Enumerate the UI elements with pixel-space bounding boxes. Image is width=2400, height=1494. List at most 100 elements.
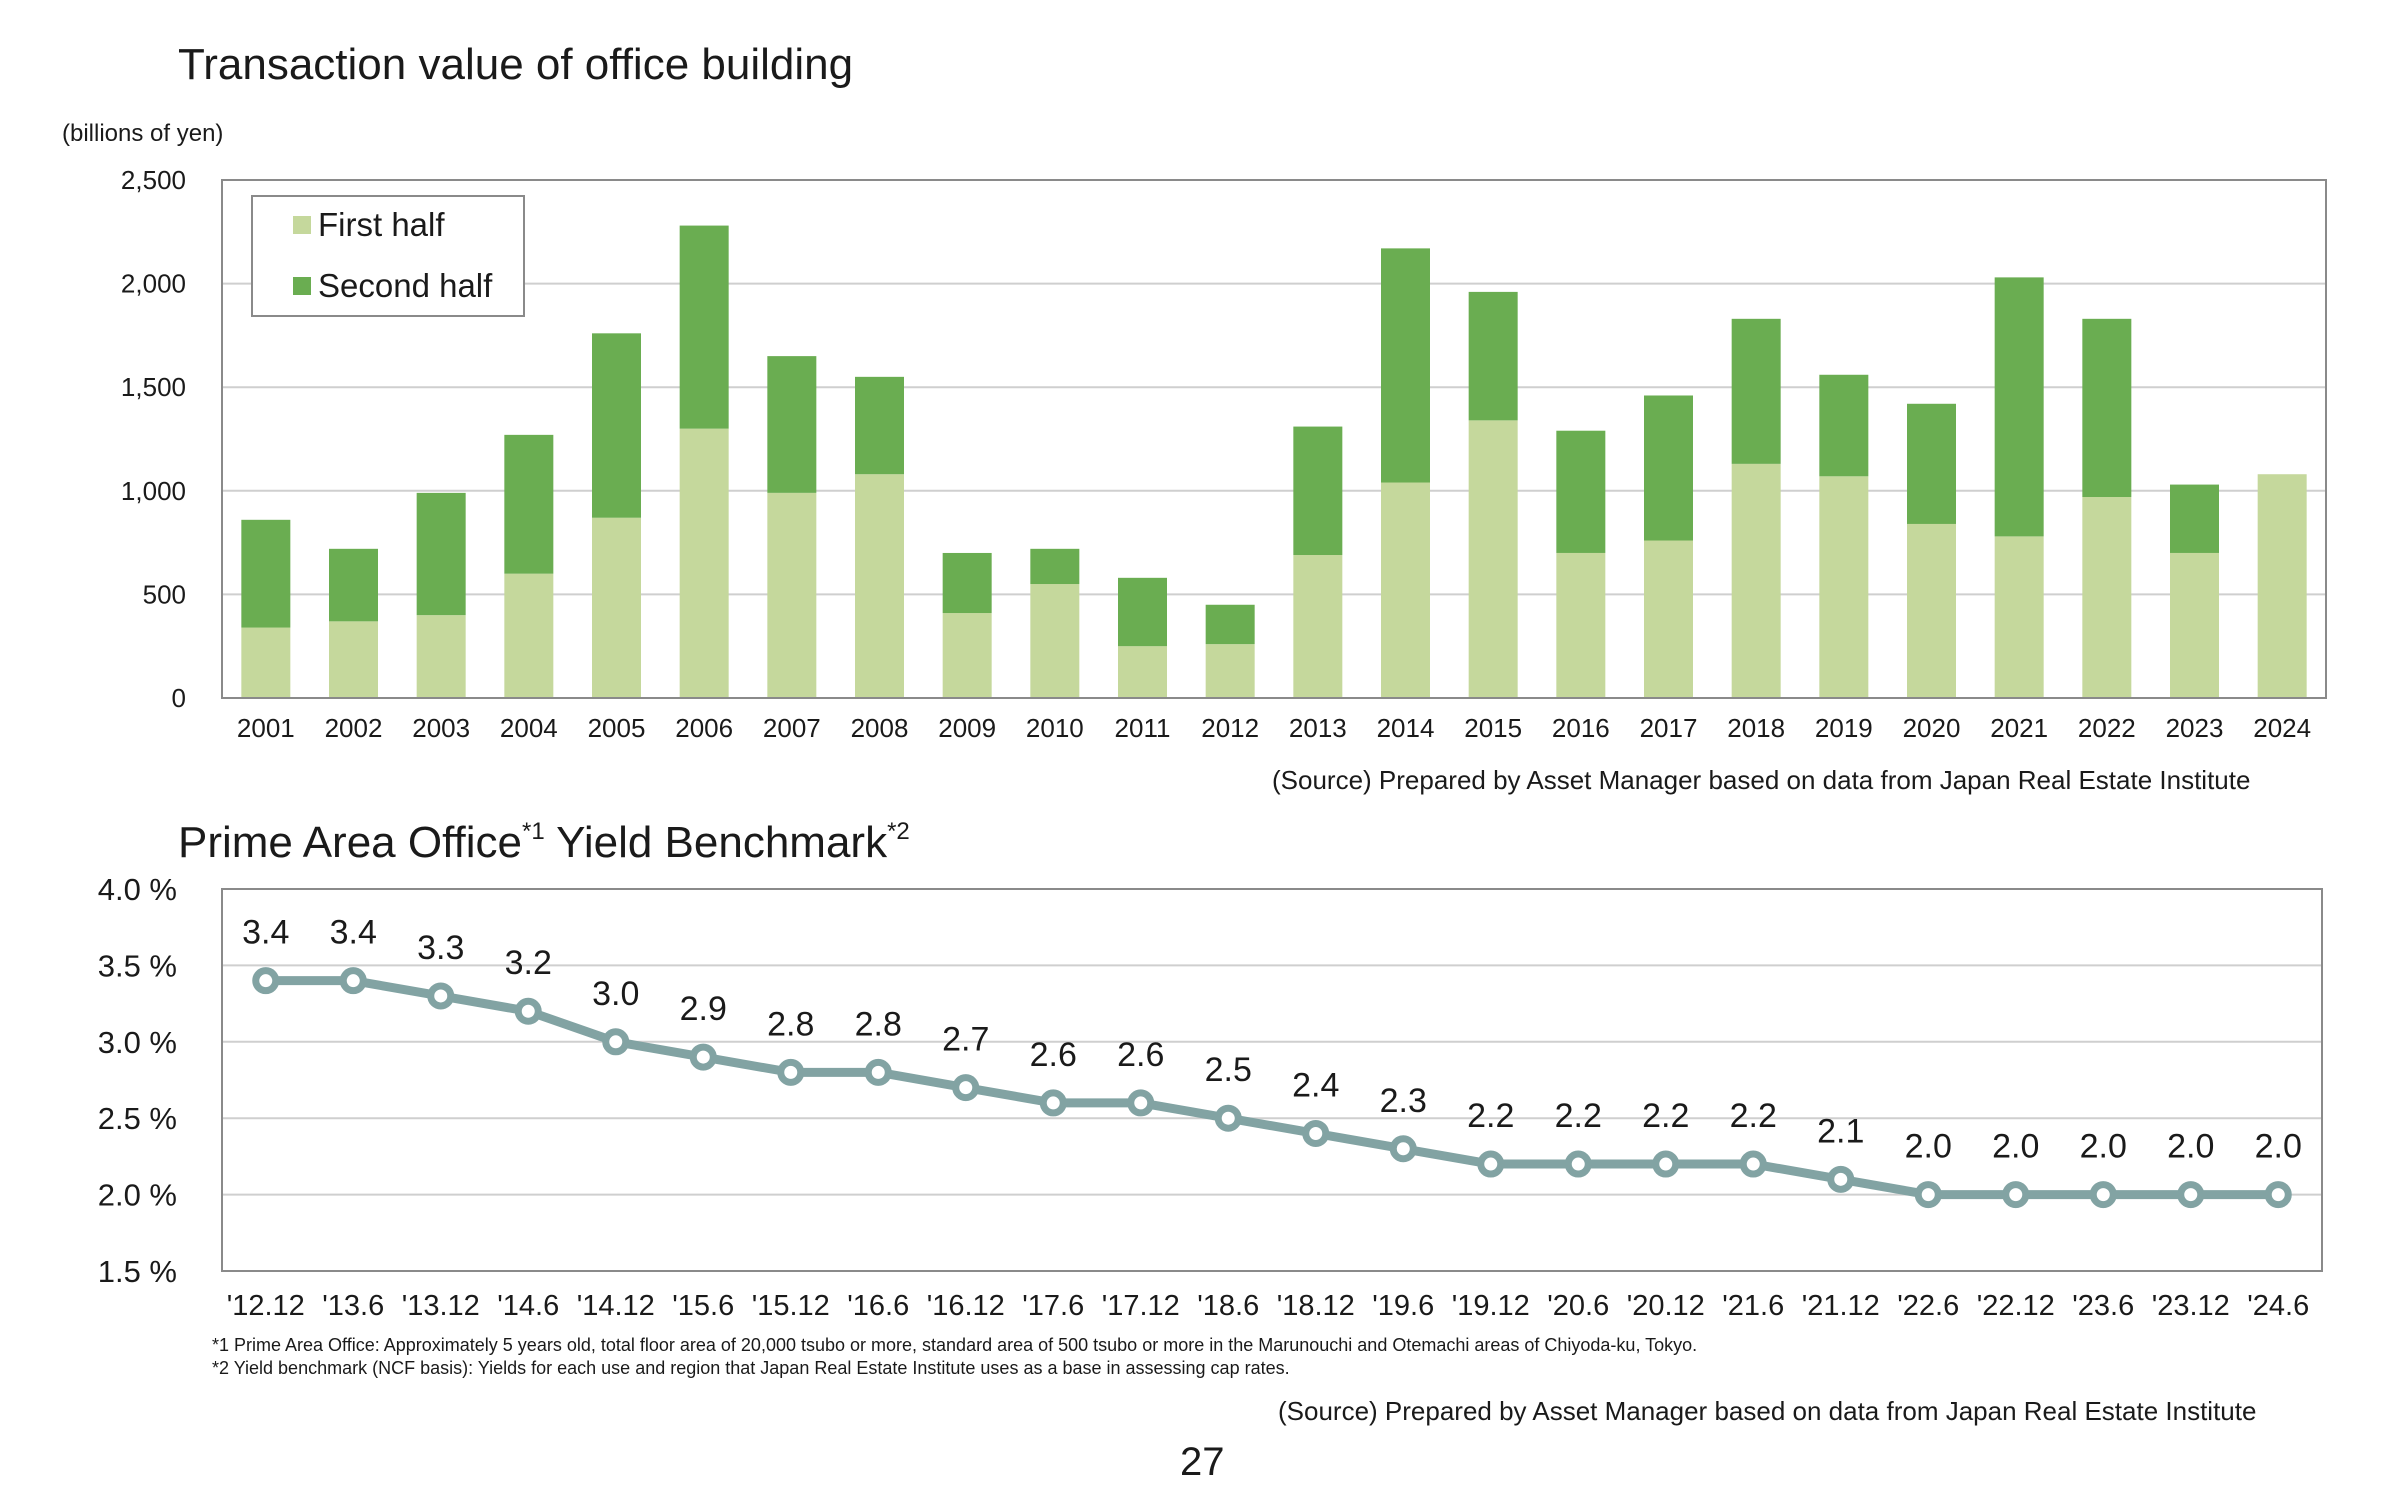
yield-point bbox=[1389, 1135, 1417, 1163]
y-tick-label: 3.5 % bbox=[98, 948, 177, 983]
x-tick-label: 2011 bbox=[1115, 713, 1171, 743]
bar-second-half bbox=[504, 434, 554, 574]
bar-first-half bbox=[1293, 555, 1343, 698]
yield-point bbox=[339, 967, 367, 995]
x-tick-label: '13.12 bbox=[402, 1290, 480, 1322]
x-tick-label: '13.6 bbox=[322, 1290, 384, 1322]
bar-second-half bbox=[679, 225, 729, 429]
bar-second-half bbox=[2170, 484, 2219, 553]
bar-first-half bbox=[1556, 552, 1606, 698]
x-tick-label: '18.12 bbox=[1277, 1290, 1355, 1322]
yield-point bbox=[1827, 1165, 1855, 1193]
data-label: 2.2 bbox=[1555, 1097, 1602, 1135]
x-tick-label: 2005 bbox=[588, 713, 646, 743]
bar-first-half bbox=[1205, 644, 1255, 698]
bar-second-half bbox=[1644, 395, 1693, 541]
x-tick-label: 2019 bbox=[1815, 713, 1873, 743]
x-tick-label: 2023 bbox=[2166, 713, 2224, 743]
bar-second-half bbox=[1030, 548, 1080, 585]
data-label: 3.4 bbox=[330, 914, 377, 952]
y-tick-label: 2,500 bbox=[121, 165, 186, 195]
data-label: 2.5 bbox=[1205, 1051, 1252, 1089]
yield-point bbox=[952, 1074, 980, 1102]
x-tick-label: '24.6 bbox=[2247, 1290, 2309, 1322]
yield-point bbox=[514, 997, 542, 1025]
y-tick-label: 500 bbox=[143, 579, 186, 609]
bar-first-half bbox=[2082, 497, 2132, 698]
chart2-title: Prime Area Office*1 Yield Benchmark*2 bbox=[178, 818, 910, 868]
x-tick-label: 2020 bbox=[1903, 713, 1961, 743]
bar-second-half bbox=[416, 492, 466, 616]
bar-first-half bbox=[855, 474, 904, 698]
chart2-title-sup2: *2 bbox=[887, 818, 910, 845]
bar-second-half bbox=[1468, 291, 1518, 421]
x-tick-label: 2003 bbox=[412, 713, 470, 743]
bar-second-half bbox=[1293, 426, 1343, 556]
bar-second-half bbox=[1381, 248, 1430, 483]
data-label: 3.3 bbox=[417, 929, 464, 967]
bar-second-half bbox=[2082, 318, 2132, 498]
x-tick-label: 2017 bbox=[1640, 713, 1698, 743]
chart2-title-main: Prime Area Office bbox=[178, 818, 522, 867]
bar-second-half bbox=[592, 333, 641, 518]
y-tick-label: 4.0 % bbox=[98, 872, 177, 907]
data-label: 2.2 bbox=[1467, 1097, 1514, 1135]
y-tick-label: 2.5 % bbox=[98, 1101, 177, 1136]
legend-swatch-second-half bbox=[293, 277, 311, 295]
bar-first-half bbox=[1994, 536, 2044, 698]
bar-second-half bbox=[1731, 318, 1781, 464]
chart2-note-2: *2 Yield benchmark (NCF basis): Yields f… bbox=[212, 1358, 1290, 1378]
data-label: 3.2 bbox=[505, 944, 552, 982]
x-tick-label: '17.6 bbox=[1022, 1290, 1084, 1322]
y-tick-label: 1,500 bbox=[121, 372, 186, 402]
x-tick-label: '22.6 bbox=[1897, 1290, 1959, 1322]
data-label: 2.8 bbox=[855, 1005, 902, 1043]
bar-second-half bbox=[1907, 403, 1956, 524]
chart2-note-1: *1 Prime Area Office: Approximately 5 ye… bbox=[212, 1335, 1698, 1355]
x-tick-label: '17.12 bbox=[1102, 1290, 1180, 1322]
data-label: 2.6 bbox=[1030, 1036, 1077, 1074]
bar-first-half bbox=[942, 613, 992, 698]
bar-second-half bbox=[1118, 577, 1167, 647]
bar-first-half bbox=[592, 517, 641, 698]
yield-point bbox=[1652, 1150, 1680, 1178]
bar-first-half bbox=[1030, 584, 1080, 698]
data-label: 2.0 bbox=[2255, 1128, 2302, 1166]
x-tick-label: '12.12 bbox=[227, 1290, 305, 1322]
x-tick-label: '20.12 bbox=[1627, 1290, 1705, 1322]
bar-first-half bbox=[329, 621, 378, 698]
x-tick-label: 2009 bbox=[938, 713, 996, 743]
chart2-title-rest: Yield Benchmark bbox=[544, 818, 888, 867]
data-label: 2.1 bbox=[1817, 1112, 1864, 1150]
plot-frame bbox=[221, 888, 2323, 1272]
x-tick-label: '16.12 bbox=[927, 1290, 1005, 1322]
x-tick-label: '15.6 bbox=[672, 1290, 734, 1322]
bar-first-half bbox=[2257, 474, 2307, 698]
data-label: 3.4 bbox=[242, 914, 289, 952]
yield-point bbox=[1739, 1150, 1767, 1178]
x-tick-label: '21.6 bbox=[1722, 1290, 1784, 1322]
bar-first-half bbox=[1468, 420, 1518, 698]
x-tick-label: 2022 bbox=[2078, 713, 2136, 743]
x-tick-label: 2015 bbox=[1464, 713, 1522, 743]
yield-point bbox=[2002, 1181, 2030, 1209]
x-tick-label: 2014 bbox=[1377, 713, 1435, 743]
page-number: 27 bbox=[1180, 1440, 1225, 1484]
x-tick-label: '22.12 bbox=[1977, 1290, 2055, 1322]
y-tick-label: 3.0 % bbox=[98, 1025, 177, 1060]
bar-second-half bbox=[241, 519, 291, 628]
yield-point bbox=[689, 1043, 717, 1071]
legend-swatch-first-half bbox=[293, 216, 311, 234]
data-label: 2.2 bbox=[1730, 1097, 1777, 1135]
bar-first-half bbox=[679, 428, 729, 698]
x-tick-label: 2012 bbox=[1201, 713, 1259, 743]
data-label: 2.0 bbox=[1905, 1128, 1952, 1166]
data-label: 2.9 bbox=[680, 990, 727, 1028]
yield-point bbox=[1914, 1181, 1942, 1209]
x-tick-label: '14.6 bbox=[497, 1290, 559, 1322]
yield-point bbox=[602, 1028, 630, 1056]
bar-first-half bbox=[1731, 463, 1781, 698]
x-tick-label: 2002 bbox=[325, 713, 383, 743]
x-tick-label: '20.6 bbox=[1547, 1290, 1609, 1322]
legend-label-first-half: First half bbox=[318, 206, 445, 243]
